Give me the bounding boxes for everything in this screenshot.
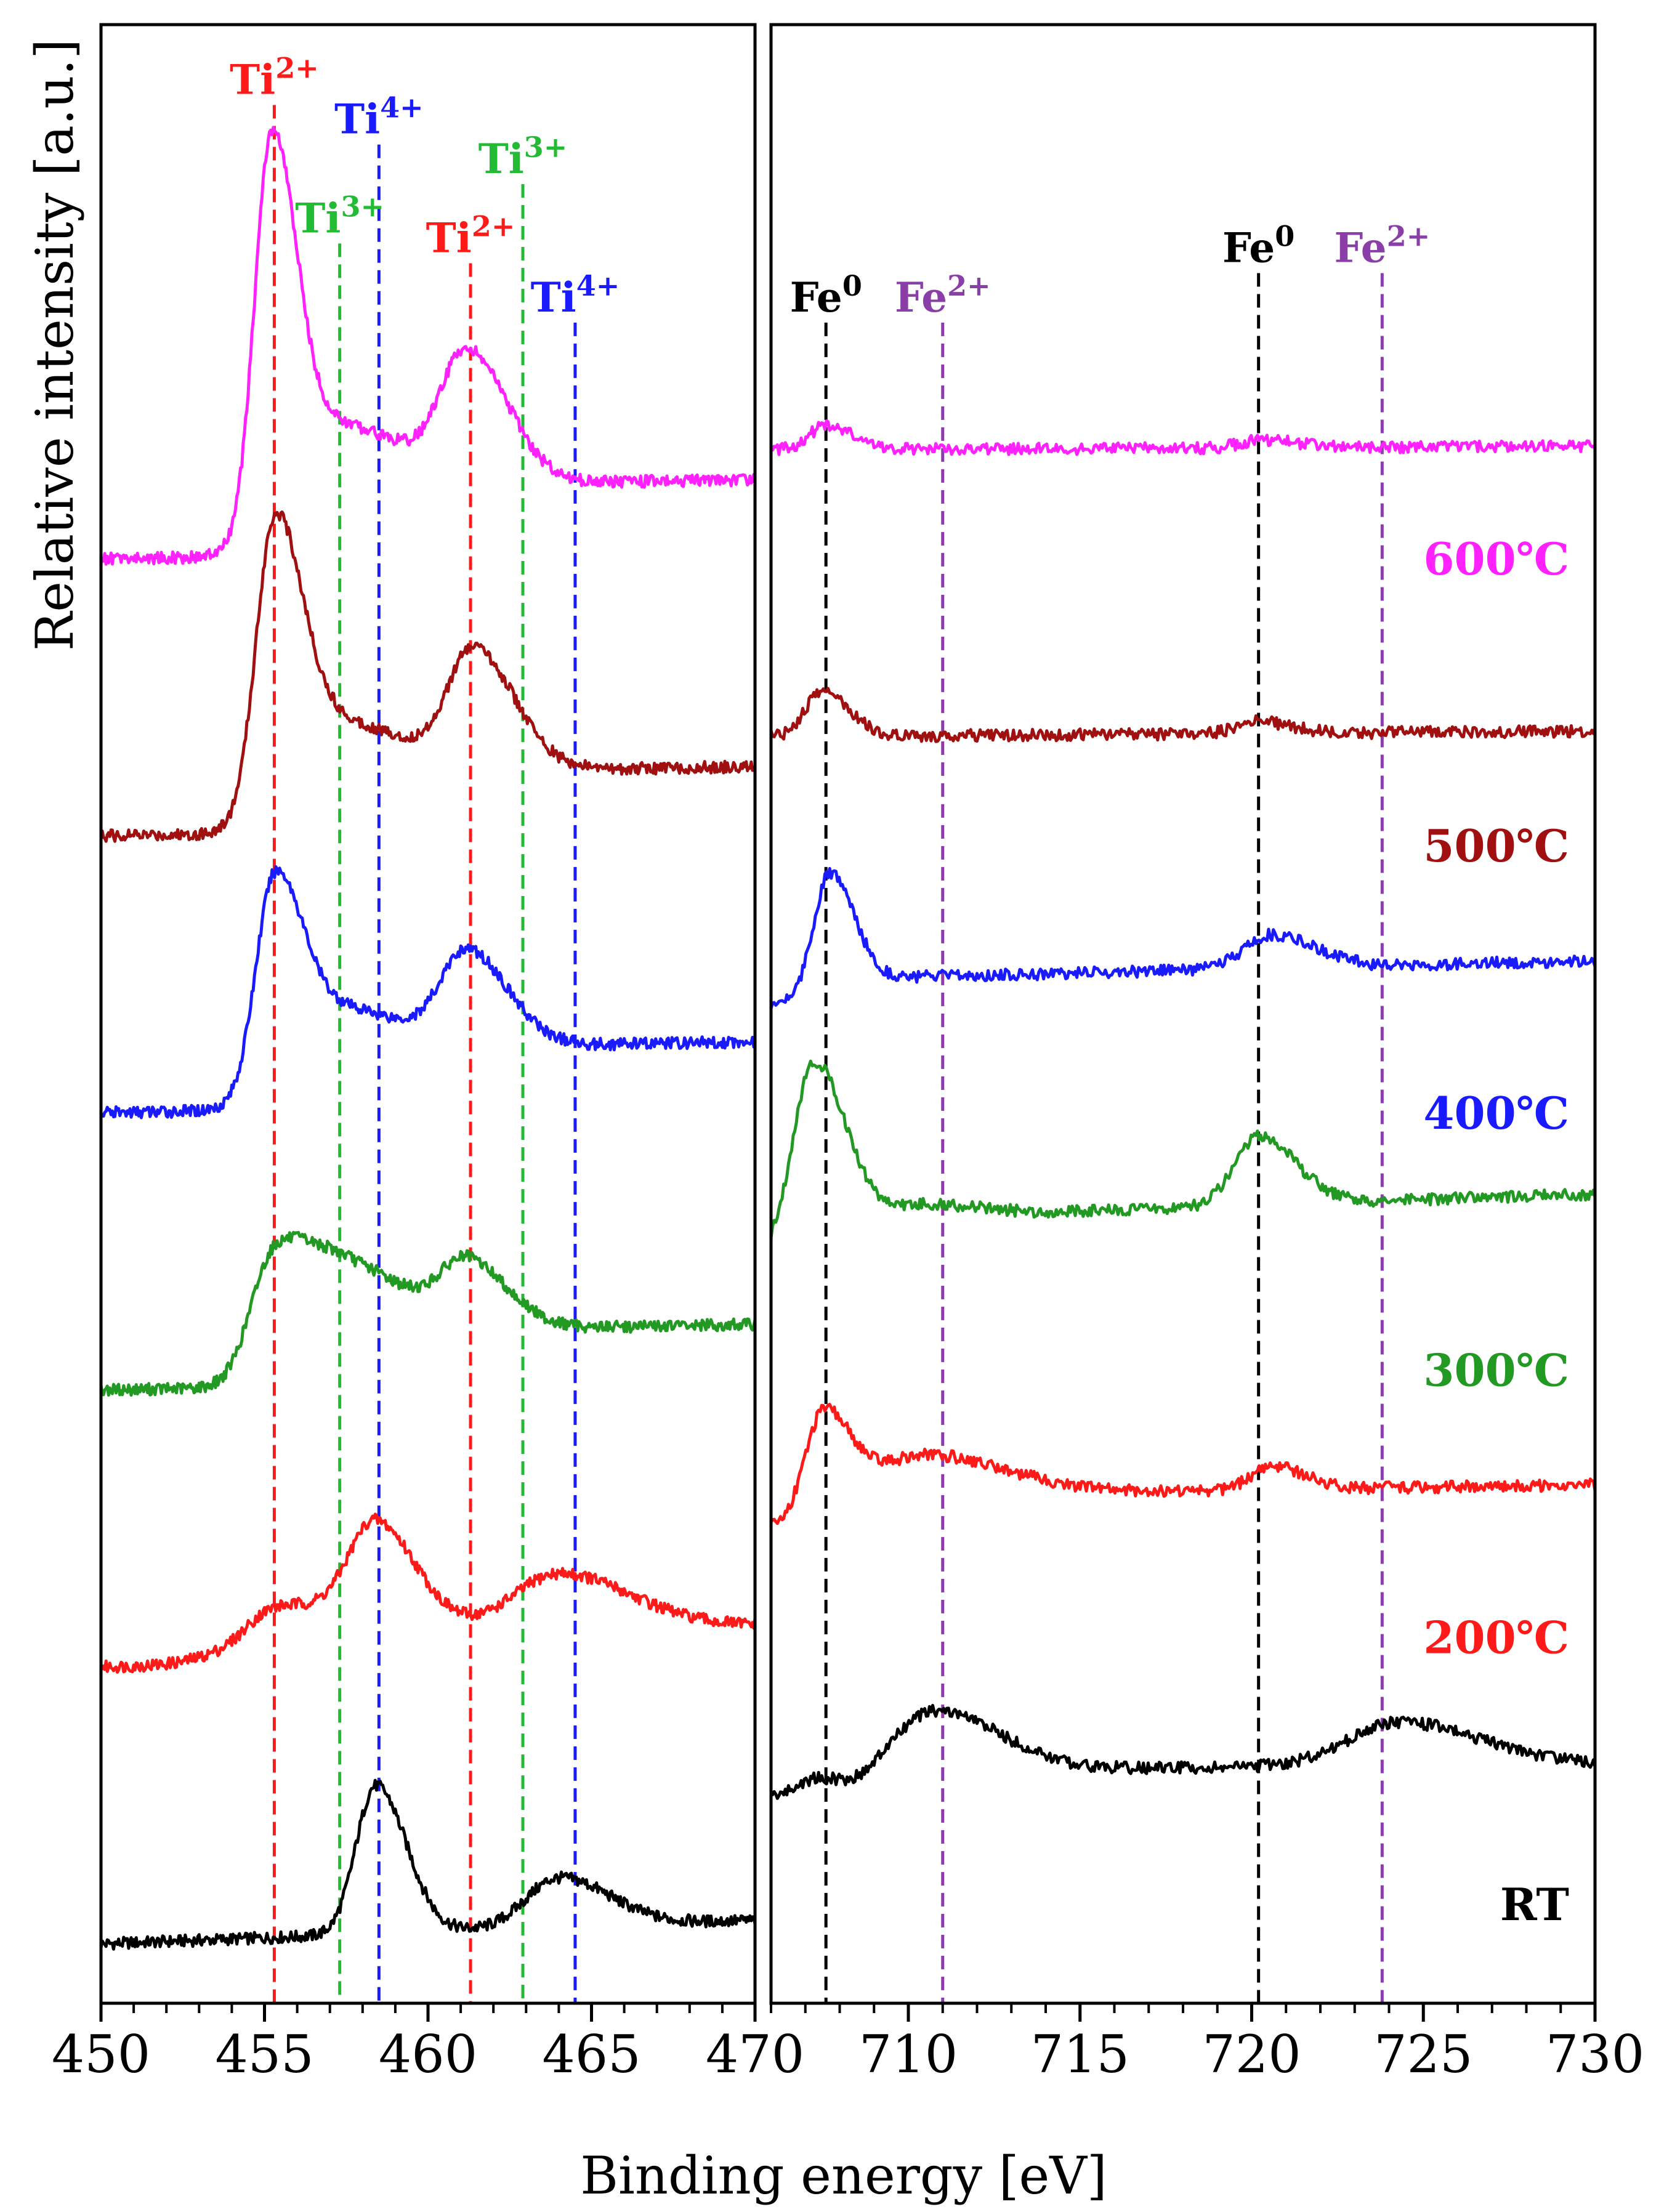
tick-label-0-1: 455 <box>215 2024 313 2085</box>
series-label-3: 400℃ <box>1423 1087 1569 1139</box>
tick-label-1-2: 720 <box>1202 2024 1301 2085</box>
series-ti-0 <box>99 1778 757 1951</box>
peak-label-ti-2: Ti4+ <box>334 91 424 143</box>
panel-frames <box>99 23 1597 2005</box>
series-ti-5 <box>99 126 757 566</box>
peak-label-ti-0: Ti2+ <box>230 51 319 103</box>
series-fe-0 <box>769 1703 1597 1800</box>
spectra-series <box>99 126 1597 1951</box>
tick-label-0-2: 460 <box>379 2024 477 2085</box>
peak-label-ti-3: Ti2+ <box>426 209 515 262</box>
tick-label-1-4: 730 <box>1546 2024 1644 2085</box>
series-label-1: 200℃ <box>1423 1611 1569 1663</box>
series-fe-2 <box>769 1059 1597 1239</box>
series-label-0: RT <box>1500 1878 1569 1931</box>
series-label-5: 600℃ <box>1423 533 1569 585</box>
series-fe-5 <box>769 419 1597 456</box>
peak-labels: Ti2+ Ti3+ Ti4+ Ti2+ Ti3+ Ti4+ Fe0 Fe2+ Fe0 Fe2+ <box>230 51 1430 321</box>
tick-label-1-1: 715 <box>1031 2024 1129 2085</box>
peak-label-fe-3: Fe2+ <box>1334 220 1430 272</box>
series-fe-3 <box>769 866 1597 1009</box>
tick-label-0-0: 450 <box>52 2024 150 2085</box>
series-fe-1 <box>769 1403 1597 1525</box>
left-panel-frame <box>99 23 757 2005</box>
peak-label-fe-2: Fe0 <box>1222 220 1294 272</box>
tick-label-1-3: 725 <box>1374 2024 1472 2085</box>
peak-label-fe-0: Fe0 <box>790 269 862 321</box>
series-labels: RT 200℃ 300℃ 400℃ 500℃ 600℃ <box>1423 533 1569 1931</box>
tick-label-1-0: 710 <box>859 2024 958 2085</box>
peak-label-ti-5: Ti4+ <box>531 269 620 321</box>
series-ti-2 <box>99 1230 757 1397</box>
peak-label-ti-1: Ti3+ <box>295 190 384 242</box>
tick-label-0-3: 465 <box>542 2024 640 2085</box>
tick-label-0-4: 470 <box>706 2024 804 2085</box>
series-label-2: 300℃ <box>1423 1344 1569 1397</box>
series-ti-1 <box>100 1512 757 1674</box>
series-label-4: 500℃ <box>1423 820 1569 872</box>
y-axis-title: Relative intensity [a.u.] <box>25 39 85 651</box>
peak-label-fe-1: Fe2+ <box>895 269 991 321</box>
series-ti-3 <box>100 865 757 1120</box>
series-ti-4 <box>99 510 757 843</box>
series-fe-4 <box>769 687 1597 743</box>
x-axis-title: Binding energy [eV] <box>580 2145 1107 2206</box>
peak-label-ti-4: Ti3+ <box>479 131 568 183</box>
right-panel-frame <box>769 23 1597 2005</box>
x-axis-ticks: 450 455 460 465 470 710 715 720 725 730 <box>52 2003 1644 2085</box>
